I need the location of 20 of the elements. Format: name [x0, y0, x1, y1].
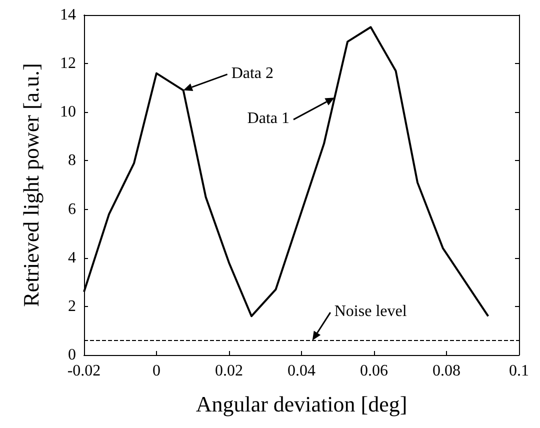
y-tick-label: 2 — [68, 298, 76, 315]
x-tick-label: 0 — [152, 362, 160, 380]
y-tick-label: 10 — [60, 104, 76, 121]
annotation: Data 1 — [247, 110, 290, 128]
x-tick-label: 0.02 — [215, 362, 243, 380]
y-tick-label: 14 — [60, 6, 76, 24]
x-tick-label: 0.1 — [509, 362, 529, 380]
annotation: Data 2 — [231, 64, 274, 82]
annotation: Noise level — [334, 303, 408, 320]
y-tick-label: 12 — [60, 55, 76, 72]
y-tick-label: 8 — [68, 152, 76, 170]
x-axis-title: Angular deviation [deg] — [196, 392, 408, 416]
y-axis-title: Retrieved light power [a.u.] — [18, 63, 44, 307]
x-tick-label: 0.04 — [288, 362, 316, 380]
y-tick-label: 6 — [68, 200, 76, 218]
y-tick-label: 0 — [68, 346, 76, 364]
x-tick-label: 0.08 — [432, 362, 460, 380]
x-tick-label: 0.06 — [360, 362, 388, 380]
x-tick-label: -0.02 — [67, 362, 101, 380]
y-tick-label: 4 — [68, 249, 76, 266]
